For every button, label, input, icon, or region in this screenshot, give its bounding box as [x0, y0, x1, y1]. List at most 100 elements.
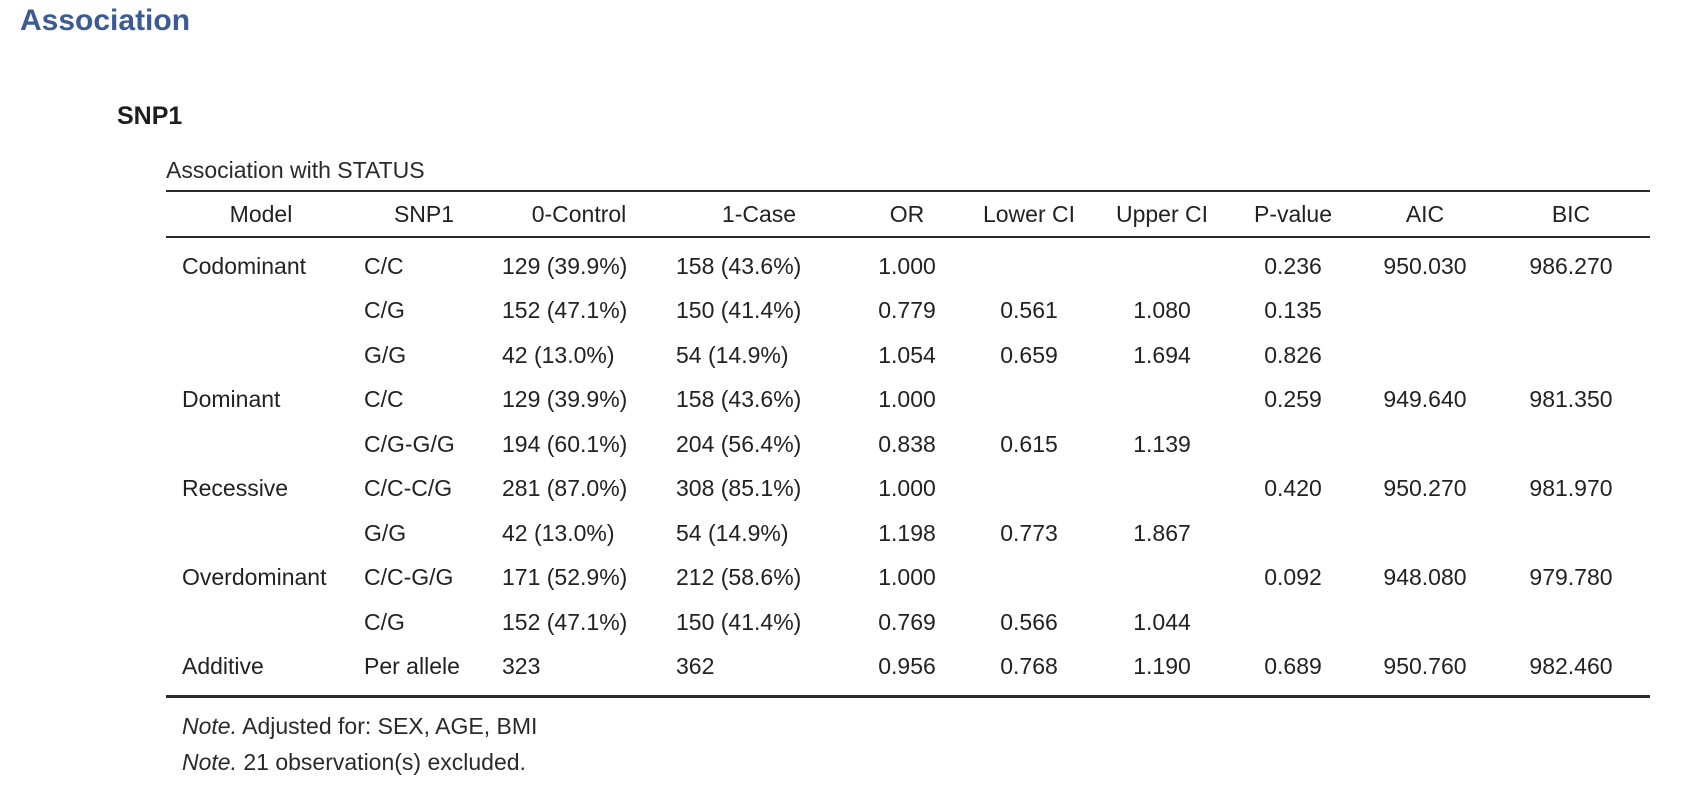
cell-genotype: C/G: [364, 608, 405, 635]
cell-p-value: 0.689: [1264, 653, 1322, 680]
cell-control: 194 (60.1%): [502, 430, 628, 457]
cell-upper-ci: 1.044: [1133, 608, 1191, 635]
cell-control: 42 (13.0%): [502, 341, 615, 368]
cell-upper-ci: 1.139: [1133, 430, 1191, 457]
cell-aic: [1358, 289, 1492, 334]
cell-genotype: C/C-C/G: [364, 475, 453, 502]
column-header-model: Model: [166, 190, 356, 238]
cell-or: 0.838: [878, 430, 936, 457]
cell-case: 158 (43.6%): [676, 386, 802, 413]
cell-lower-ci: [962, 378, 1096, 423]
cell-aic: 948.080: [1383, 564, 1467, 591]
cell-genotype: C/C: [364, 386, 404, 413]
table-row: C/G-G/G 194 (60.1%) 204 (56.4%) 0.838 0.…: [166, 422, 1650, 467]
cell-upper-ci: 1.190: [1133, 653, 1191, 680]
cell-bic: 981.350: [1529, 386, 1613, 413]
cell-p-value: 0.259: [1264, 386, 1322, 413]
table-row: Codominant C/C 129 (39.9%) 158 (43.6%) 1…: [166, 237, 1650, 289]
cell-or: 1.198: [878, 519, 936, 546]
cell-model: [166, 600, 356, 645]
cell-lower-ci: 0.561: [1000, 297, 1058, 324]
cell-bic: 986.270: [1529, 252, 1613, 279]
note-label: Note.: [182, 713, 237, 739]
association-table-block: Association with STATUS Model SNP1 0-Con…: [166, 150, 1650, 780]
cell-bic: 981.970: [1529, 475, 1613, 502]
cell-model: Dominant: [182, 386, 281, 413]
cell-lower-ci: 0.566: [1000, 608, 1058, 635]
column-header-snp1: SNP1: [356, 190, 492, 238]
cell-model: [166, 511, 356, 556]
cell-bic: [1492, 289, 1650, 334]
cell-or: 0.779: [878, 297, 936, 324]
cell-control: 129 (39.9%): [502, 386, 628, 413]
cell-case: 212 (58.6%): [676, 564, 802, 591]
cell-lower-ci: 0.773: [1000, 519, 1058, 546]
table-row: C/G 152 (47.1%) 150 (41.4%) 0.779 0.561 …: [166, 289, 1650, 334]
cell-case: 308 (85.1%): [676, 475, 802, 502]
cell-control: 171 (52.9%): [502, 564, 628, 591]
cell-control: 152 (47.1%): [502, 297, 628, 324]
cell-genotype: G/G: [364, 519, 407, 546]
column-header-upper-ci: Upper CI: [1096, 190, 1228, 238]
cell-case: 362: [676, 653, 715, 680]
section-title: SNP1: [117, 102, 183, 130]
column-header-case: 1-Case: [666, 190, 852, 238]
cell-upper-ci: 1.080: [1133, 297, 1191, 324]
cell-model: [166, 289, 356, 334]
cell-case: 158 (43.6%): [676, 252, 802, 279]
cell-upper-ci: 1.694: [1133, 341, 1191, 368]
cell-bic: [1492, 422, 1650, 467]
cell-model: Overdominant: [182, 564, 327, 591]
note-text: 21 observation(s) excluded.: [243, 749, 526, 775]
page-title: Association: [20, 4, 191, 37]
cell-control: 129 (39.9%): [502, 252, 628, 279]
cell-p-value: 0.236: [1264, 252, 1322, 279]
column-header-lower-ci: Lower CI: [962, 190, 1096, 238]
cell-or: 1.000: [878, 386, 936, 413]
cell-p-value: [1228, 600, 1358, 645]
cell-case: 150 (41.4%): [676, 608, 802, 635]
cell-control: 281 (87.0%): [502, 475, 628, 502]
cell-bic: [1492, 600, 1650, 645]
cell-aic: [1358, 422, 1492, 467]
cell-lower-ci: [962, 237, 1096, 289]
table-header-row: Model SNP1 0-Control 1-Case OR Lower CI …: [166, 190, 1650, 238]
cell-case: 204 (56.4%): [676, 430, 802, 457]
table-caption: Association with STATUS: [166, 157, 425, 183]
cell-case: 150 (41.4%): [676, 297, 802, 324]
cell-genotype: G/G: [364, 341, 407, 368]
cell-bic: 982.460: [1529, 653, 1613, 680]
cell-genotype: C/C-G/G: [364, 564, 454, 591]
cell-model: Recessive: [182, 475, 289, 502]
note-line: Note. Adjusted for: SEX, AGE, BMI: [182, 708, 1650, 744]
cell-case: 54 (14.9%): [676, 519, 789, 546]
cell-or: 0.956: [878, 653, 936, 680]
cell-aic: 949.640: [1383, 386, 1467, 413]
cell-control: 42 (13.0%): [502, 519, 615, 546]
cell-genotype: C/G: [364, 297, 405, 324]
cell-lower-ci: [962, 467, 1096, 512]
cell-aic: 950.270: [1383, 475, 1467, 502]
cell-upper-ci: 1.867: [1133, 519, 1191, 546]
note-label: Note.: [182, 749, 237, 775]
column-header-aic: AIC: [1358, 190, 1492, 238]
cell-lower-ci: 0.768: [1000, 653, 1058, 680]
table-row: Additive Per allele 323 362 0.956 0.768 …: [166, 645, 1650, 697]
cell-bic: [1492, 511, 1650, 556]
cell-genotype: C/G-G/G: [364, 430, 455, 457]
cell-p-value: [1228, 511, 1358, 556]
cell-bic: [1492, 333, 1650, 378]
table-row: Dominant C/C 129 (39.9%) 158 (43.6%) 1.0…: [166, 378, 1650, 423]
cell-bic: 979.780: [1529, 564, 1613, 591]
cell-p-value: 0.420: [1264, 475, 1322, 502]
note-line: Note. 21 observation(s) excluded.: [182, 744, 1650, 780]
cell-upper-ci: [1096, 237, 1228, 289]
cell-genotype: Per allele: [364, 653, 460, 680]
cell-p-value: 0.826: [1264, 341, 1322, 368]
cell-lower-ci: [962, 556, 1096, 601]
cell-or: 1.054: [878, 341, 936, 368]
cell-upper-ci: [1096, 556, 1228, 601]
cell-or: 0.769: [878, 608, 936, 635]
table-row: C/G 152 (47.1%) 150 (41.4%) 0.769 0.566 …: [166, 600, 1650, 645]
table-row: G/G 42 (13.0%) 54 (14.9%) 1.054 0.659 1.…: [166, 333, 1650, 378]
